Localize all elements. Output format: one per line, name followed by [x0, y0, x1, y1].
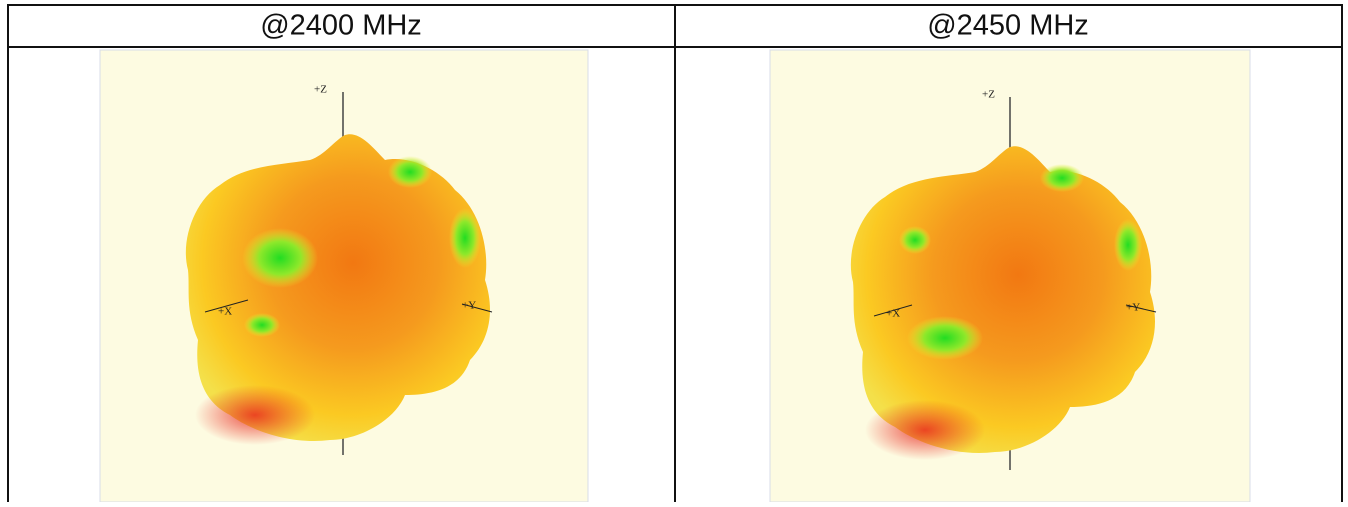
radiation-pattern: +Z +X +Y [769, 49, 1251, 503]
axis-label: +X [886, 308, 900, 320]
axis-label: +Y [1126, 302, 1140, 314]
axis-label: +Z [314, 84, 327, 96]
axis-label: +X [218, 306, 232, 318]
axis-label: +Z [982, 89, 995, 101]
header-cell: @2400 MHz [260, 10, 422, 42]
header-cell: @2450 MHz [927, 10, 1089, 42]
axis-label: +Y [462, 300, 476, 312]
radiation-pattern: +Z +X +Y [99, 49, 589, 503]
